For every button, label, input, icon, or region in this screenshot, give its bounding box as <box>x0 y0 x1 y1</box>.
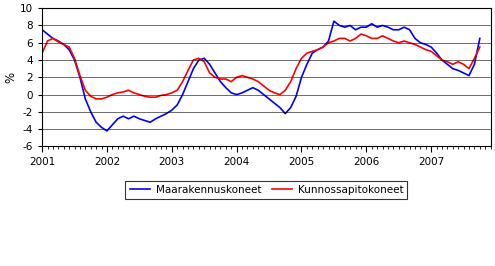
Kunnossapitokoneet <box>358 32 364 36</box>
Kunnossapitokoneet <box>477 45 483 49</box>
Kunnossapitokoneet <box>163 93 169 96</box>
Kunnossapitokoneet <box>169 91 175 94</box>
Maarakennuskoneet <box>331 19 337 23</box>
Maarakennuskoneet <box>39 28 45 31</box>
Legend: Maarakennuskoneet, Kunnossapitokoneet: Maarakennuskoneet, Kunnossapitokoneet <box>126 181 407 199</box>
Line: Kunnossapitokoneet: Kunnossapitokoneet <box>42 34 480 99</box>
Maarakennuskoneet <box>391 28 396 31</box>
Maarakennuskoneet <box>147 121 153 124</box>
Maarakennuskoneet <box>163 112 169 115</box>
Maarakennuskoneet <box>104 129 110 132</box>
Maarakennuskoneet <box>250 86 256 89</box>
Kunnossapitokoneet <box>39 52 45 55</box>
Kunnossapitokoneet <box>250 77 256 81</box>
Kunnossapitokoneet <box>93 97 99 101</box>
Maarakennuskoneet <box>169 109 175 112</box>
Kunnossapitokoneet <box>147 95 153 99</box>
Y-axis label: %: % <box>4 72 17 83</box>
Line: Maarakennuskoneet: Maarakennuskoneet <box>42 21 480 131</box>
Kunnossapitokoneet <box>391 39 396 43</box>
Kunnossapitokoneet <box>401 39 407 43</box>
Maarakennuskoneet <box>401 26 407 29</box>
Maarakennuskoneet <box>477 37 483 40</box>
